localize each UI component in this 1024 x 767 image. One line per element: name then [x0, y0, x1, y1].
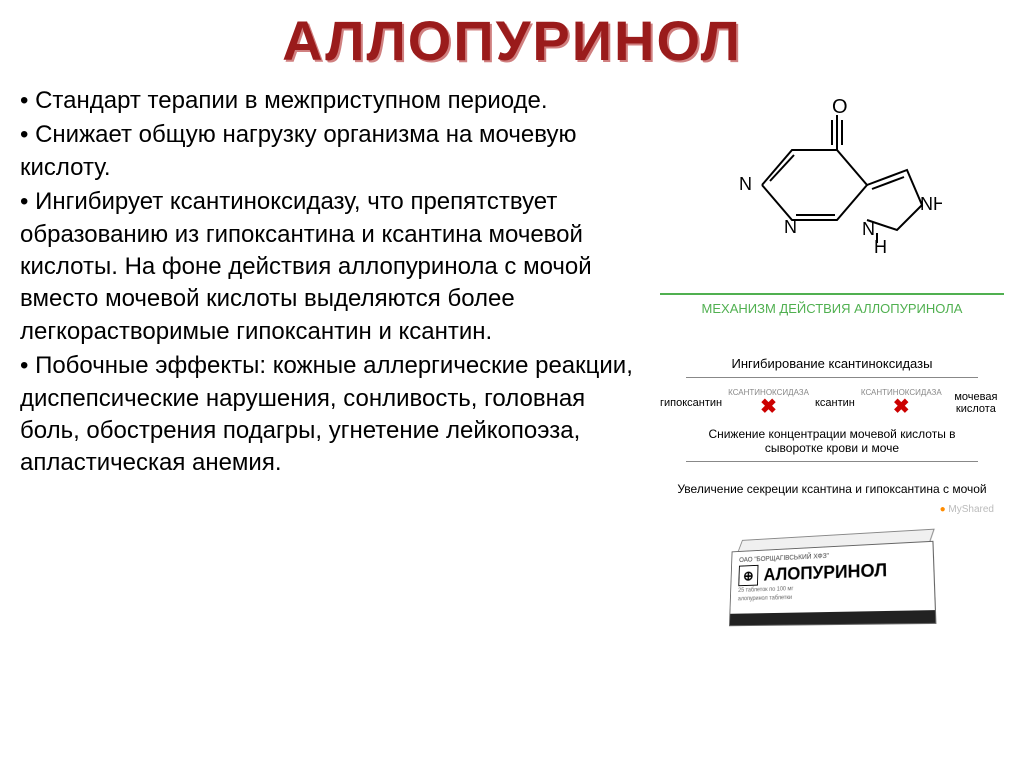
mechanism-box: Ингибирование ксантиноксидазы гипоксанти… — [660, 356, 1004, 515]
text-column: • Стандарт терапии в межприступном перио… — [20, 85, 660, 635]
cross-icon: ✖ — [893, 397, 910, 417]
atom-o: O — [832, 96, 848, 118]
bullet-item: • Стандарт терапии в межприступном перио… — [20, 85, 650, 117]
bullet-item: • Побочные эффекты: кожные аллергические… — [20, 350, 650, 480]
pathway-cross: КСАНТИНОКСИДАЗА ✖ — [728, 388, 809, 417]
atom-n: N — [862, 219, 875, 239]
cross-icon: ✖ — [760, 397, 777, 417]
pathway-row: гипоксантин КСАНТИНОКСИДАЗА ✖ ксантин КС… — [660, 388, 1004, 417]
pathway-label: ксантин — [815, 397, 855, 409]
bullet-item: • Снижает общую нагрузку организма на мо… — [20, 119, 650, 184]
box-logo-icon: ⊕ — [738, 565, 758, 586]
atom-n: N — [739, 174, 752, 194]
drug-package: ОАО "БОРЩАГІВСЬКИЙ ХФЗ" ⊕ АЛОПУРИНОЛ 25 … — [729, 540, 948, 636]
watermark: ● MyShared — [660, 504, 1004, 515]
atom-n: N — [784, 217, 797, 237]
box-stripe — [730, 610, 935, 625]
molecule-diagram: O N N N NH H — [722, 95, 942, 285]
diagram-column: O N N N NH H МЕХАНИЗМ ДЕЙСТВИЯ АЛЛОПУРИН… — [660, 85, 1004, 635]
title-text: АЛЛОПУРИНОЛ — [282, 9, 742, 72]
bullet-list: • Стандарт терапии в межприступном перио… — [20, 85, 650, 480]
atom-h: H — [874, 237, 887, 257]
box-drug-name: АЛОПУРИНОЛ — [763, 560, 887, 585]
pathway-label: мочевая кислота — [948, 391, 1004, 415]
atom-nh: NH — [920, 194, 942, 214]
content-wrapper: • Стандарт терапии в межприступном перио… — [0, 85, 1024, 635]
mechanism-result: Снижение концентрации мочевой кислоты в … — [686, 427, 978, 462]
pathway-cross: КСАНТИНОКСИДАЗА ✖ — [861, 388, 942, 417]
mechanism-caption: МЕХАНИЗМ ДЕЙСТВИЯ АЛЛОПУРИНОЛА — [660, 293, 1004, 316]
pathway-label: гипоксантин — [660, 397, 722, 409]
mechanism-last: Увеличение секреции ксантина и гипоксант… — [660, 482, 1004, 496]
bullet-item: • Ингибирует ксантиноксидазу, что препят… — [20, 186, 650, 348]
mechanism-subtitle: Ингибирование ксантиноксидазы — [686, 356, 978, 378]
page-title: АЛЛОПУРИНОЛ — [0, 0, 1024, 85]
box-front-face: ОАО "БОРЩАГІВСЬКИЙ ХФЗ" ⊕ АЛОПУРИНОЛ 25 … — [729, 541, 936, 626]
